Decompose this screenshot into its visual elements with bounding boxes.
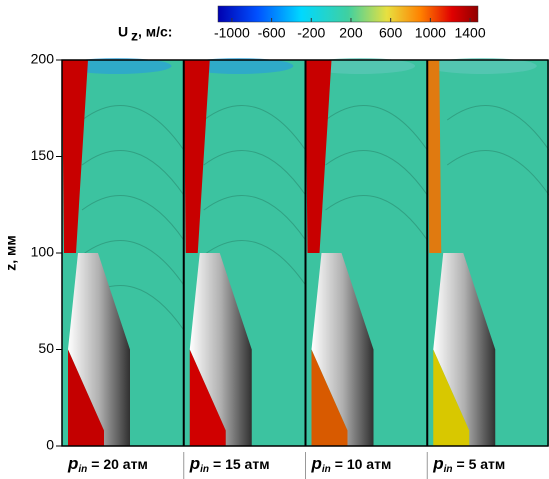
nozzle-gas	[433, 349, 470, 446]
panel-label: pin = 15 атм	[189, 454, 270, 474]
colorbar-tick-label: 1400	[454, 25, 485, 41]
y-tick-label: 200	[31, 51, 55, 67]
panel-label: pin = 5 атм	[432, 454, 505, 474]
shock-wave	[446, 150, 549, 196]
panel-label-sub: in	[322, 464, 331, 475]
panel-label: pin = 10 атм	[311, 454, 392, 474]
jet	[427, 60, 442, 253]
shock-wave	[446, 105, 549, 151]
flow-top	[305, 58, 416, 74]
colorbar-tick-label: -600	[258, 25, 286, 41]
panel-label: pin = 20 атм	[67, 454, 148, 474]
jet	[183, 60, 210, 253]
shock-wave	[81, 195, 185, 241]
colorbar-label-sub: z	[131, 28, 138, 44]
panel-label-text: = 20 атм	[91, 456, 148, 472]
shock-wave	[203, 195, 306, 241]
jet	[305, 60, 332, 253]
nozzle-gas	[68, 349, 104, 446]
flow-top	[183, 58, 294, 74]
panel: pin = 10 атм	[305, 58, 428, 475]
shock-wave	[325, 150, 428, 196]
colorbar-tick-label: 600	[379, 25, 403, 41]
y-tick-label: 0	[46, 437, 54, 453]
panel-label-text: = 15 атм	[213, 456, 270, 472]
panel-label-sub: in	[78, 464, 87, 475]
nozzle-body	[68, 253, 130, 446]
colorbar	[217, 5, 479, 23]
shock-wave	[203, 240, 306, 286]
shock-wave	[203, 150, 306, 196]
nozzle-body	[311, 253, 374, 446]
jet	[62, 60, 88, 253]
shock-wave	[81, 150, 185, 196]
shock-wave	[325, 195, 428, 241]
panel-label-var: p	[311, 454, 322, 473]
panel: pin = 15 атм	[183, 58, 306, 475]
colorbar-tick-label: -1000	[214, 25, 250, 41]
panel-label-text: = 5 атм	[457, 456, 506, 472]
nozzle-body	[189, 253, 252, 446]
shock-wave	[81, 105, 185, 151]
panel-label-sub: in	[200, 464, 209, 475]
y-tick-label: 100	[31, 244, 55, 260]
nozzle-gas	[311, 349, 348, 446]
panel-label-sub: in	[444, 464, 453, 475]
nozzle-gas	[189, 349, 226, 446]
colorbar-tick-label: -200	[297, 25, 325, 41]
panel: pin = 5 атм	[427, 58, 549, 475]
flow-top	[62, 58, 172, 74]
colorbar-unit: , м/с:	[138, 24, 172, 40]
nozzle-body	[433, 253, 496, 446]
shock-wave	[81, 240, 185, 286]
y-axis-label: z, мм	[3, 235, 19, 271]
panel-label-var: p	[67, 454, 78, 473]
colorbar-tick-label: 200	[339, 25, 363, 41]
colorbar-tick-label: 1000	[415, 25, 446, 41]
colorbar-label: U	[118, 24, 128, 40]
panel-label-var: p	[189, 454, 200, 473]
y-tick-label: 150	[31, 147, 55, 163]
panel-label-var: p	[432, 454, 443, 473]
shock-wave	[203, 105, 306, 151]
panel: pin = 20 атм	[62, 58, 185, 475]
flow-top	[427, 58, 537, 74]
shock-wave	[325, 105, 428, 151]
y-tick-label: 50	[38, 340, 54, 356]
panel-label-text: = 10 атм	[335, 456, 392, 472]
